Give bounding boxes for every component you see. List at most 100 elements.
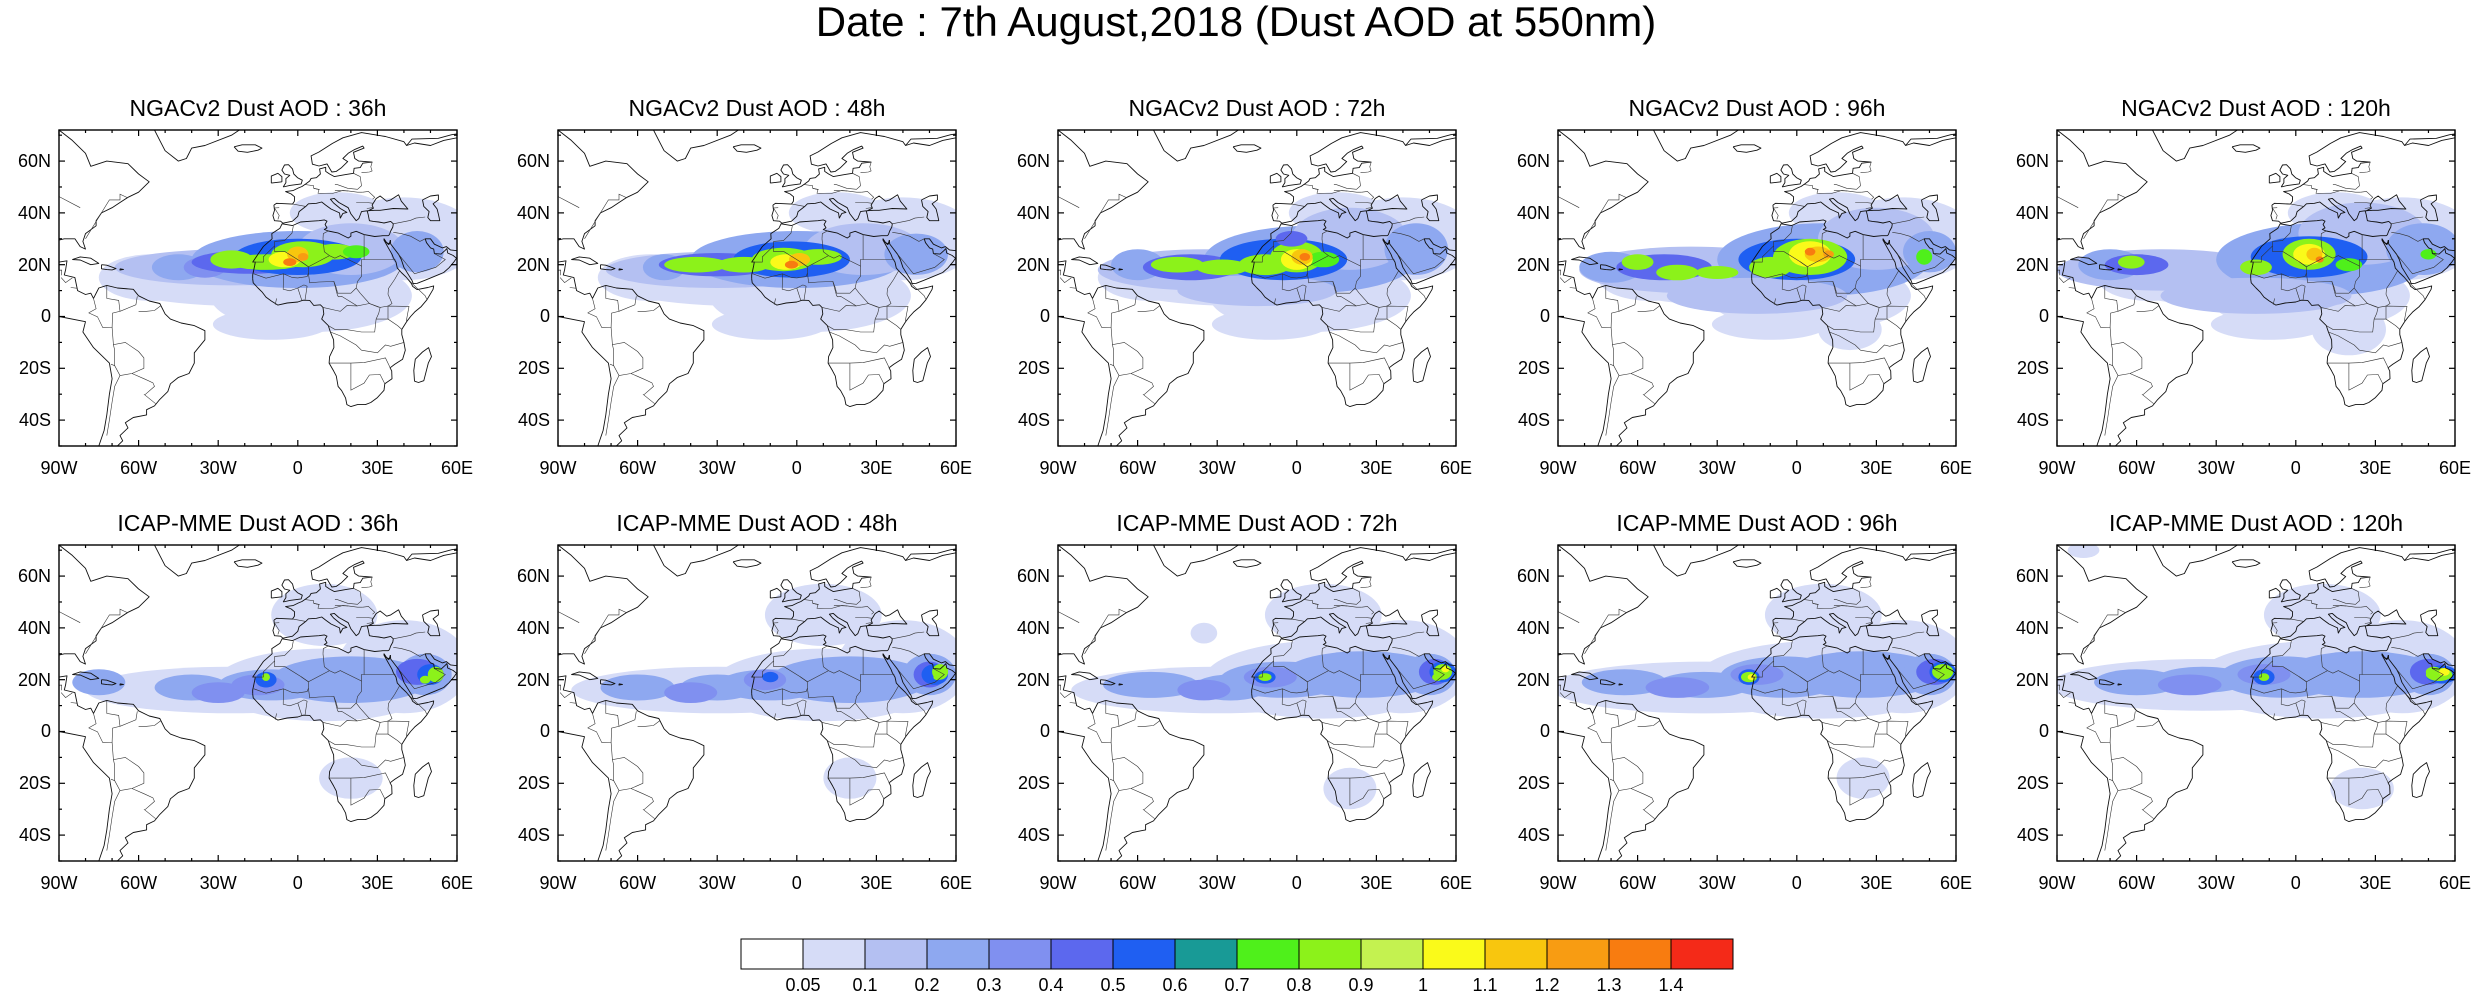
country-border <box>2057 269 2061 276</box>
country-border <box>1799 670 1829 683</box>
colorbar-tick-label: 0.1 <box>852 975 878 995</box>
country-border <box>356 617 374 619</box>
country-border <box>1392 647 1425 657</box>
longitude-label: 60W <box>1119 458 1157 478</box>
country-border <box>2057 684 2061 691</box>
coastline <box>780 579 802 603</box>
country-border <box>2108 344 2114 367</box>
coastline <box>2057 545 2148 665</box>
country-border <box>2332 173 2360 190</box>
country-border <box>2327 357 2390 372</box>
country-border <box>1773 298 1776 305</box>
country-border <box>1860 577 1872 588</box>
country-border <box>1329 746 1403 769</box>
country-border <box>2353 266 2399 308</box>
country-border <box>1118 296 1137 312</box>
coastline <box>1071 671 1099 681</box>
coastline <box>558 675 593 714</box>
country-border <box>799 255 829 268</box>
country-border <box>2290 203 2304 207</box>
country-border <box>2320 230 2327 239</box>
country-border <box>821 720 857 727</box>
aod-contour <box>2160 277 2352 314</box>
country-border <box>300 670 330 683</box>
country-border <box>398 668 446 690</box>
country-border <box>1875 733 1902 745</box>
country-border <box>1299 255 1329 268</box>
country-border <box>865 622 873 624</box>
country-border <box>2374 733 2401 745</box>
country-border <box>1865 207 1873 209</box>
coastline <box>618 683 623 686</box>
coastline <box>769 172 782 184</box>
country-border <box>1386 305 1409 321</box>
coastline <box>1771 194 1908 236</box>
coastline <box>1600 679 1616 686</box>
country-border <box>329 772 392 787</box>
coastline <box>772 547 956 621</box>
country-border <box>1109 759 1115 782</box>
country-border <box>584 193 628 239</box>
aod-contour <box>262 673 270 681</box>
country-border <box>1796 702 1802 716</box>
coastline <box>1421 609 1440 637</box>
longitude-label: 90W <box>1539 458 1577 478</box>
aod-contour <box>1711 308 1829 340</box>
country-border <box>2385 720 2408 736</box>
country-border <box>329 357 392 372</box>
country-border <box>2306 273 2377 308</box>
coastline <box>1921 609 1940 637</box>
country-border <box>807 273 878 308</box>
country-border <box>88 713 97 729</box>
colorbar-swatch <box>1608 938 1672 970</box>
coastline <box>2271 132 2455 206</box>
country-border <box>1327 722 1380 748</box>
colorbar-swatch <box>1360 938 1424 970</box>
dust-aod-map <box>1557 129 1957 447</box>
country-border <box>322 645 329 654</box>
country-border <box>282 273 308 301</box>
panel-title: NGACv2 Dust AOD : 96h <box>1628 95 1886 121</box>
country-border <box>1828 772 1891 787</box>
coastline <box>1405 552 1456 561</box>
country-border <box>1084 608 1128 654</box>
coastline <box>72 256 100 266</box>
country-border <box>376 733 403 745</box>
country-border <box>1321 234 1364 267</box>
country-border <box>1849 778 1885 806</box>
country-border <box>807 688 878 723</box>
coastline <box>2057 260 2092 299</box>
country-border <box>350 363 386 391</box>
coastline <box>1558 545 1649 665</box>
dust-aod-map <box>1057 544 1457 862</box>
coastline <box>383 653 391 660</box>
country-border <box>88 285 121 328</box>
country-border <box>828 357 891 372</box>
country-border <box>637 720 661 727</box>
country-border <box>366 207 374 209</box>
latitude-label: 0 <box>40 721 51 742</box>
country-border <box>1821 649 1864 682</box>
country-border <box>1321 645 1328 654</box>
country-border <box>2332 588 2360 605</box>
coastline <box>1618 268 1623 271</box>
coastline <box>383 238 391 245</box>
country-border <box>1397 253 1445 275</box>
aod-contour <box>1150 256 1204 273</box>
coastline <box>1592 284 1705 446</box>
colorbar-tick-label: 0.5 <box>1100 975 1126 995</box>
coastline <box>592 699 705 861</box>
country-border <box>1296 287 1302 301</box>
latitude-label: 40N <box>17 202 51 223</box>
country-border <box>292 203 306 207</box>
country-border <box>2320 649 2363 682</box>
country-border <box>1569 702 1577 704</box>
country-border <box>1349 363 1385 391</box>
latitude-label: 20S <box>1517 773 1550 794</box>
aod-contour <box>764 583 882 646</box>
country-border <box>1360 162 1372 173</box>
country-border <box>559 692 572 698</box>
coastline <box>2271 547 2455 621</box>
country-border <box>2086 298 2095 314</box>
coastline <box>252 653 435 823</box>
